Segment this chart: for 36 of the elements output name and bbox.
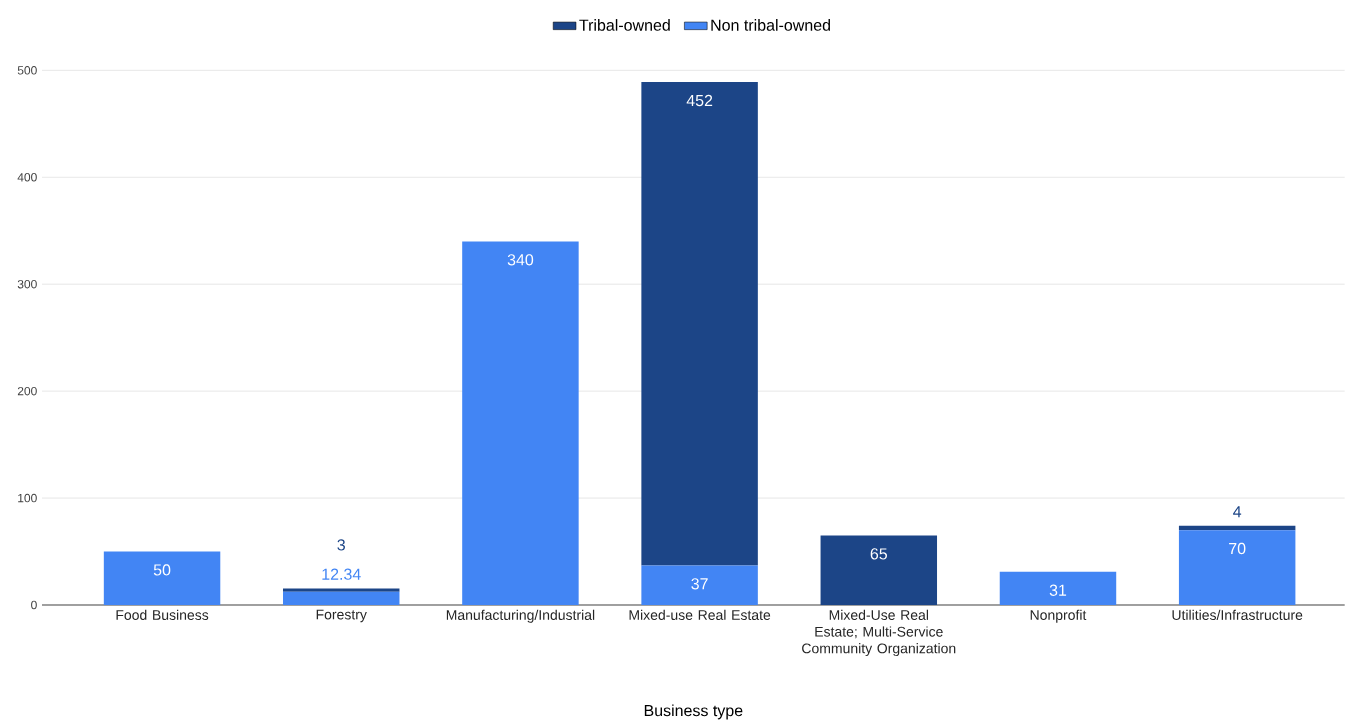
bar [999, 571, 1117, 605]
x-tick-label: Nonprofit [1030, 609, 1087, 623]
bar [1178, 525, 1296, 531]
x-tick-label: Food Business [116, 609, 209, 620]
data-label: 31 [1049, 584, 1067, 596]
data-label: 65 [870, 548, 888, 560]
data-label: 4 [1233, 506, 1242, 518]
bar [641, 565, 758, 605]
y-tick-label: 300 [17, 279, 37, 289]
y-tick-label: 500 [17, 66, 37, 75]
x-tick-label: Utilities/Infrastructure [1172, 609, 1303, 620]
x-tick-label: Manufacturing/Industrial [446, 609, 595, 623]
x-tick-label: Mixed-use Real Estate [629, 609, 771, 620]
bar [462, 241, 579, 605]
data-label: 452 [686, 94, 713, 107]
x-tick-label: Forestry [316, 609, 367, 623]
legend-label: Non tribal-owned [711, 19, 830, 31]
data-label: 12.34 [322, 568, 361, 580]
y-tick-label: 400 [17, 173, 37, 182]
y-tick-label: 0 [31, 600, 37, 610]
bar [1178, 530, 1296, 605]
bar [283, 588, 400, 592]
data-label: 50 [153, 564, 171, 576]
y-tick-label: 200 [17, 386, 37, 396]
bar [283, 591, 400, 605]
data-label: 340 [507, 254, 534, 266]
legend-label: Tribal-owned [579, 19, 670, 31]
x-tick-label: Mixed-Use Real Estate; Multi-Service Community Organization [802, 609, 956, 657]
data-label: 70 [1229, 542, 1246, 555]
bar [103, 551, 221, 605]
bar [820, 535, 938, 605]
data-label: 37 [691, 578, 708, 590]
x-axis-title: Business type [644, 704, 743, 720]
bar [641, 82, 758, 566]
data-label: 3 [337, 539, 345, 551]
y-tick-label: 100 [18, 493, 37, 503]
